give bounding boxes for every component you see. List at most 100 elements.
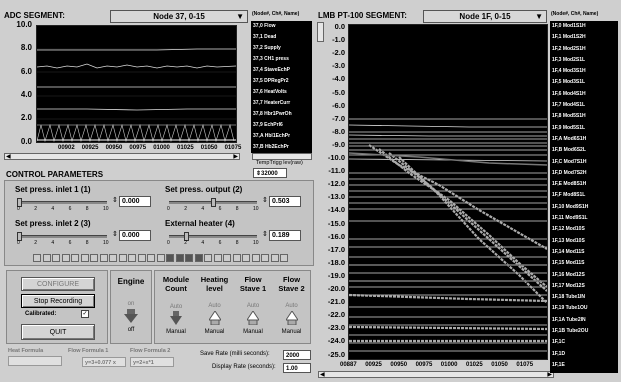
- adc-x-tick: 01000: [153, 145, 170, 151]
- scroll-left-icon[interactable]: ◀: [320, 372, 325, 378]
- led-indicator: [251, 254, 260, 262]
- adc-legend-item: 37,8 Hbr1PwrOh: [253, 111, 292, 117]
- adc-scrollbar[interactable]: ◀ ▶: [4, 153, 240, 160]
- led-indicator: [204, 254, 212, 262]
- led-indicator: [232, 254, 241, 262]
- slider-tick: 4: [51, 206, 55, 212]
- adc-legend-item: 37,5 DPRegPr2: [253, 78, 289, 84]
- param-slider[interactable]: [169, 198, 257, 207]
- mode-toggle-switch[interactable]: [284, 310, 299, 326]
- param-slider[interactable]: [17, 198, 107, 207]
- param-label: Set press. inlet 2 (3): [15, 219, 91, 228]
- led-indicator: [175, 254, 184, 262]
- led-indicator: [194, 254, 203, 262]
- stop-recording-button[interactable]: Stop Recording: [21, 294, 95, 308]
- param-control: External heater (4) 0 2 4 6 8 10 ⇕ 0.189: [165, 219, 305, 253]
- stepper-icon[interactable]: ⇕: [112, 197, 118, 204]
- lmb-legend-item: 1F,E Mod8S1H: [552, 181, 587, 188]
- mode-title: Flow Stave 2: [278, 275, 305, 293]
- lmb-legend-item: 1F,9 Mod5S1L: [552, 124, 586, 131]
- adc-node-value: Node 37, 0-15: [153, 12, 205, 21]
- adc-legend-scrollbar[interactable]: [252, 153, 312, 160]
- mode-toggle-switch[interactable]: [207, 310, 222, 326]
- calibrated-checkbox[interactable]: ✓: [81, 310, 89, 318]
- lmb-scrollbar[interactable]: ◀ ▶: [318, 371, 554, 378]
- slider-tick: 0: [167, 206, 170, 212]
- lmb-y-tick: 0.0: [334, 22, 345, 31]
- param-slider[interactable]: [169, 232, 257, 241]
- lmb-y-tick: -11.0: [328, 166, 345, 176]
- param-value-field[interactable]: 0.189: [269, 230, 301, 241]
- lmb-node-select[interactable]: Node 1F, 0-15 ▼: [423, 10, 547, 23]
- lmb-legend-item: 1F,11 Mod9S1L: [552, 215, 588, 222]
- scroll-right-icon[interactable]: ▶: [233, 154, 238, 160]
- lmb-y-tick: -9.0: [332, 139, 345, 149]
- param-value-field[interactable]: 0.503: [269, 196, 301, 207]
- lmb-x-tick: 00975: [415, 362, 433, 368]
- slider-tick: 8: [85, 206, 89, 212]
- scroll-right-icon[interactable]: ▶: [547, 372, 552, 378]
- adc-trace-supply: [36, 63, 237, 69]
- configure-button[interactable]: CONFIGURE: [21, 277, 95, 291]
- adc-legend-item: 37,3 CH1 press: [253, 56, 289, 62]
- save-rate-field[interactable]: 2000: [283, 350, 311, 360]
- led-indicator: [52, 254, 60, 262]
- stepper-icon[interactable]: ⇕: [262, 197, 268, 204]
- lmb-vertical-scroll[interactable]: [317, 22, 324, 42]
- lmb-legend: 1F,0 Mod1S1H 1F,1 Mod1S2H 1F,2 Mod2S1H 1F,3…: [550, 21, 618, 373]
- led-indicator: [33, 254, 41, 262]
- param-value-field[interactable]: 0.000: [119, 230, 151, 241]
- slider-handle[interactable]: [17, 198, 22, 207]
- mode-manual-label: Manual: [243, 329, 263, 335]
- mode-toggle-switch[interactable]: [170, 311, 182, 325]
- lmb-legend-item: 1F,1C: [552, 339, 566, 346]
- heat-formula-field[interactable]: [8, 356, 62, 366]
- lmb-legend-item: 1F,3 Mod2S1L: [552, 56, 586, 63]
- led-indicator: [71, 254, 79, 262]
- lmb-legend-item: 1F,19 Tube1OU: [552, 305, 588, 312]
- engine-toggle-switch[interactable]: [124, 309, 138, 323]
- quit-button[interactable]: QUIT: [21, 324, 95, 340]
- engine-title: Engine: [117, 277, 145, 286]
- adc-y-tick: 6.0: [20, 66, 32, 76]
- slider-handle[interactable]: [211, 198, 217, 207]
- stepper-icon[interactable]: ⇕: [112, 231, 118, 238]
- slider-handle[interactable]: [183, 232, 189, 241]
- trigger-level-field[interactable]: ⇕32000: [253, 168, 287, 178]
- lmb-y-tick: -24.0: [327, 336, 345, 346]
- adc-legend-item: 37,4 StaveEchP: [253, 67, 290, 73]
- lmb-y-tick: -25.0: [327, 349, 345, 359]
- lmb-legend-item: 1F,C Mod7S1H: [552, 158, 587, 165]
- param-slider[interactable]: [17, 232, 107, 241]
- stepper-icon[interactable]: ⇕: [256, 171, 262, 177]
- slider-tick: 6: [68, 206, 72, 212]
- calibrated-label: Calibrated:: [25, 311, 57, 317]
- led-indicator: [109, 254, 117, 262]
- mode-toggle-switch[interactable]: [246, 310, 260, 326]
- lmb-legend-item: 1F,A Mod6S1H: [552, 135, 587, 142]
- trigger-level-value: 32000: [261, 171, 278, 177]
- flow-formula-1-field[interactable]: y=3+0.077 x: [82, 357, 126, 367]
- flow-formula-2-field[interactable]: y=2+x*1: [130, 357, 174, 367]
- lmb-y-tick: -5.0: [332, 87, 345, 97]
- display-rate-field[interactable]: 1.00: [283, 363, 311, 373]
- slider-handle[interactable]: [17, 232, 22, 241]
- led-indicator: [185, 254, 193, 262]
- mode-auto-label: Auto: [169, 304, 183, 310]
- slider-tick: 10: [103, 206, 109, 212]
- lmb-trace: [348, 134, 547, 137]
- lmb-y-tick: -14.0: [327, 205, 345, 215]
- control-parameters-title: CONTROL PARAMETERS: [6, 170, 104, 179]
- scroll-left-icon[interactable]: ◀: [6, 154, 11, 160]
- adc-legend-item: 37,A Hbl1EchPr: [253, 133, 291, 139]
- lmb-legend-item: 1F,0 Mod1S1H: [552, 23, 586, 29]
- adc-node-select[interactable]: Node 37, 0-15 ▼: [110, 10, 248, 23]
- lmb-y-tick: -15.0: [327, 218, 345, 228]
- led-indicator: [223, 254, 231, 262]
- param-value-field[interactable]: 0.000: [119, 196, 151, 207]
- stepper-icon[interactable]: ⇕: [262, 231, 268, 238]
- mode-manual-label: Manual: [281, 329, 302, 335]
- lmb-legend-item: 1F,4 Mod3S1H: [552, 68, 586, 75]
- lmb-x-axis: 00887 00925 00950 00975 01000 01025 01050 01075: [340, 362, 548, 370]
- adc-trace-pulses: [36, 123, 235, 143]
